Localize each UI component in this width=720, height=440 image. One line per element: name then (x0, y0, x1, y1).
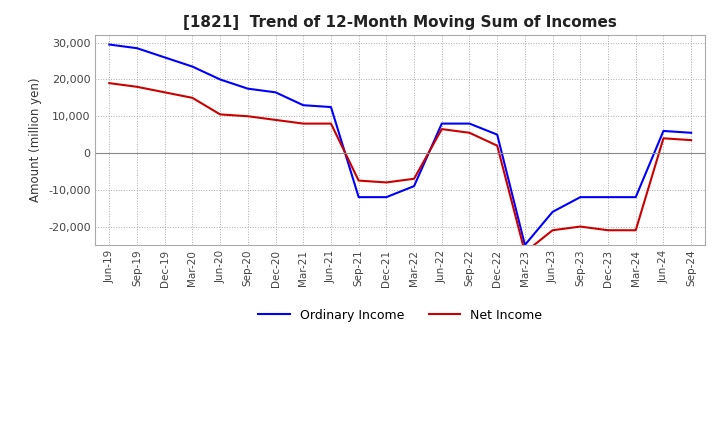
Legend: Ordinary Income, Net Income: Ordinary Income, Net Income (253, 304, 547, 327)
Net Income (631, 227, 640, 233)
Net Income (188, 95, 197, 100)
Ordinary Income (105, 42, 114, 47)
Net Income (299, 121, 307, 126)
Net Income (465, 130, 474, 136)
Ordinary Income (549, 209, 557, 214)
Net Income (243, 114, 252, 119)
Net Income (271, 117, 280, 123)
Line: Ordinary Income: Ordinary Income (109, 44, 691, 245)
Ordinary Income (576, 194, 585, 200)
Ordinary Income (299, 103, 307, 108)
Ordinary Income (631, 194, 640, 200)
Ordinary Income (438, 121, 446, 126)
Ordinary Income (382, 194, 391, 200)
Title: [1821]  Trend of 12-Month Moving Sum of Incomes: [1821] Trend of 12-Month Moving Sum of I… (184, 15, 617, 30)
Ordinary Income (659, 128, 667, 134)
Ordinary Income (327, 104, 336, 110)
Net Income (105, 81, 114, 86)
Net Income (659, 136, 667, 141)
Ordinary Income (465, 121, 474, 126)
Ordinary Income (132, 46, 141, 51)
Ordinary Income (410, 183, 418, 189)
Line: Net Income: Net Income (109, 83, 691, 252)
Net Income (687, 138, 696, 143)
Ordinary Income (493, 132, 502, 137)
Ordinary Income (603, 194, 612, 200)
Ordinary Income (161, 55, 169, 60)
Ordinary Income (188, 64, 197, 69)
Ordinary Income (216, 77, 225, 82)
Net Income (549, 227, 557, 233)
Net Income (410, 176, 418, 181)
Net Income (132, 84, 141, 89)
Net Income (382, 180, 391, 185)
Net Income (161, 90, 169, 95)
Y-axis label: Amount (million yen): Amount (million yen) (30, 78, 42, 202)
Ordinary Income (521, 242, 529, 248)
Ordinary Income (687, 130, 696, 136)
Net Income (438, 126, 446, 132)
Net Income (327, 121, 336, 126)
Ordinary Income (271, 90, 280, 95)
Net Income (216, 112, 225, 117)
Ordinary Income (354, 194, 363, 200)
Net Income (493, 143, 502, 148)
Net Income (521, 249, 529, 255)
Net Income (354, 178, 363, 183)
Ordinary Income (243, 86, 252, 91)
Net Income (603, 227, 612, 233)
Net Income (576, 224, 585, 229)
